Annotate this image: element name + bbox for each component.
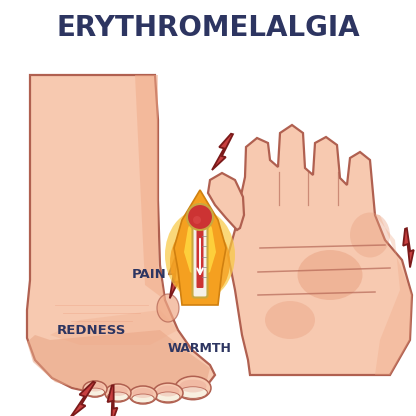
- Ellipse shape: [105, 384, 131, 402]
- Ellipse shape: [156, 392, 180, 402]
- Ellipse shape: [157, 294, 179, 322]
- Polygon shape: [212, 134, 233, 170]
- Ellipse shape: [108, 392, 129, 401]
- Ellipse shape: [297, 250, 362, 300]
- Text: REDNESS: REDNESS: [57, 324, 126, 337]
- Text: PAIN: PAIN: [132, 268, 167, 282]
- Ellipse shape: [265, 301, 315, 339]
- Polygon shape: [70, 382, 95, 416]
- Circle shape: [187, 204, 213, 230]
- Polygon shape: [174, 190, 226, 305]
- Ellipse shape: [129, 386, 157, 404]
- FancyBboxPatch shape: [193, 225, 208, 297]
- Ellipse shape: [83, 381, 107, 397]
- Ellipse shape: [132, 394, 154, 403]
- Ellipse shape: [170, 225, 230, 300]
- Polygon shape: [228, 125, 412, 375]
- Ellipse shape: [157, 386, 179, 396]
- Ellipse shape: [133, 388, 154, 398]
- Ellipse shape: [153, 383, 183, 403]
- Text: ERYTHROMELALGIA: ERYTHROMELALGIA: [56, 14, 360, 42]
- Ellipse shape: [175, 376, 211, 400]
- Ellipse shape: [165, 210, 235, 300]
- Polygon shape: [184, 202, 216, 278]
- Polygon shape: [27, 75, 215, 396]
- Polygon shape: [27, 330, 210, 396]
- Ellipse shape: [178, 387, 208, 399]
- FancyBboxPatch shape: [196, 230, 203, 288]
- Ellipse shape: [179, 379, 206, 393]
- Polygon shape: [375, 215, 412, 375]
- Ellipse shape: [108, 386, 128, 396]
- Ellipse shape: [86, 382, 104, 391]
- Ellipse shape: [350, 213, 390, 258]
- Text: WARMTH: WARMTH: [168, 342, 232, 354]
- Polygon shape: [168, 258, 178, 298]
- Polygon shape: [403, 228, 414, 267]
- Ellipse shape: [85, 388, 104, 396]
- Polygon shape: [135, 75, 165, 300]
- Polygon shape: [208, 173, 244, 230]
- Polygon shape: [107, 385, 117, 416]
- Polygon shape: [50, 310, 178, 345]
- Ellipse shape: [193, 216, 201, 224]
